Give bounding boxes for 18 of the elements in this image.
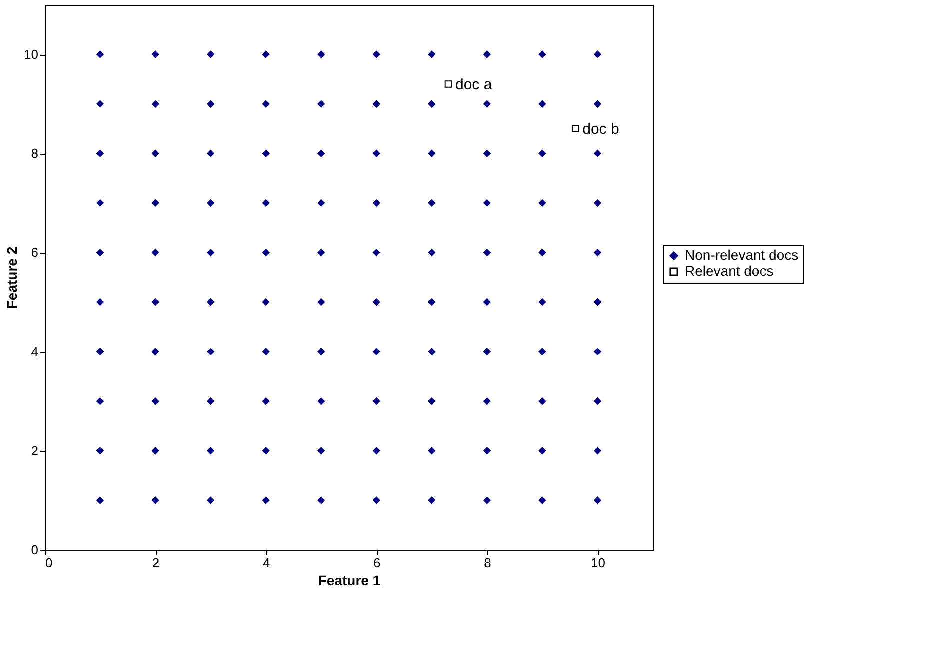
y-tick-label: 6	[31, 245, 38, 260]
y-axis-title: Feature 2	[4, 246, 20, 310]
legend-label: Relevant docs	[685, 263, 774, 279]
x-tick-label: 6	[374, 556, 381, 570]
annotation: doc b	[582, 120, 620, 138]
y-tick-label: 0	[31, 542, 38, 558]
y-tick-label: 4	[31, 344, 38, 360]
y-tick-label: 8	[31, 146, 38, 162]
x-tick-label: 4	[262, 556, 270, 570]
x-tick-label: 2	[152, 556, 160, 570]
legend-label: Non-relevant docs	[685, 247, 799, 263]
x-tick-label: 8	[484, 556, 492, 570]
y-tick-label: 10	[24, 47, 38, 62]
x-tick-label: 0	[46, 556, 53, 570]
x-tick-label: 10	[590, 556, 606, 570]
annotation: doc a	[455, 76, 493, 94]
x-axis-title: Feature 1	[318, 572, 381, 588]
y-tick-label: 2	[31, 443, 38, 458]
